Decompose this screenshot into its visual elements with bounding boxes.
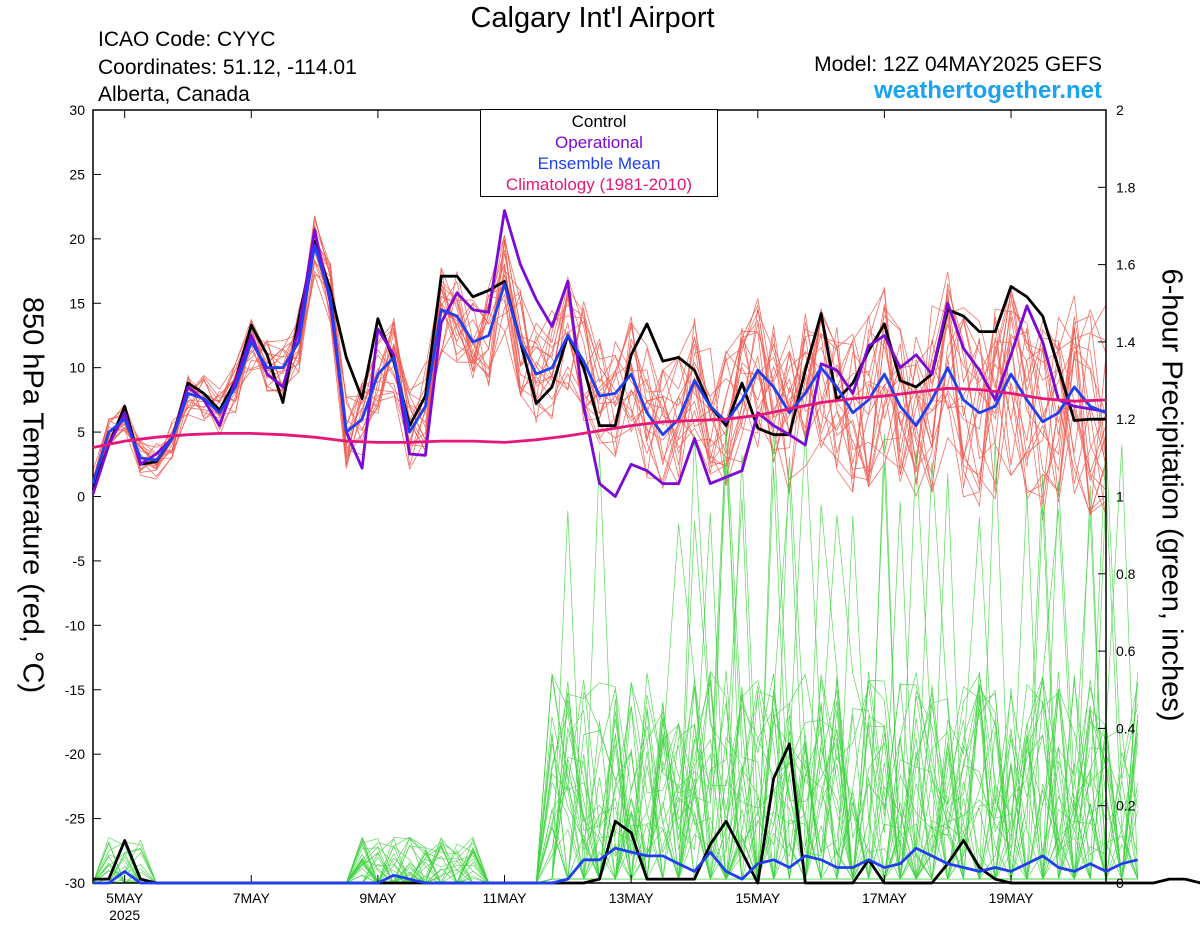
- y-tick-label: 15: [69, 295, 85, 311]
- y2-tick-label: 0.2: [1116, 798, 1136, 814]
- y-tick-label: 5: [77, 424, 85, 440]
- legend-operational: Operational: [555, 133, 643, 152]
- precip-member-line: [93, 429, 1139, 884]
- y2-tick-label: 0.6: [1116, 643, 1136, 659]
- legend-ensemble-mean: Ensemble Mean: [537, 154, 661, 173]
- x-tick-label: 19MAY: [989, 890, 1035, 906]
- temp-member-line: [92, 225, 1107, 508]
- y-axis-label-right: 6-hour Precipitation (green, inches): [1155, 268, 1188, 722]
- site-link[interactable]: weathertogether.net: [873, 77, 1102, 104]
- coordinates: Coordinates: 51.12, -114.01: [98, 56, 357, 79]
- y-tick-label: 25: [69, 166, 85, 182]
- precip-member-line: [92, 455, 1138, 884]
- precip-member-line: [93, 450, 1139, 884]
- y2-tick-label: 2: [1116, 102, 1124, 118]
- x-tick-sublabel: 2025: [109, 907, 140, 923]
- y-tick-label: -20: [65, 746, 85, 762]
- ensemble-mean-precip-line: [93, 846, 1139, 885]
- plot-frame: [92, 109, 1107, 884]
- y-tick-label: 30: [69, 102, 85, 118]
- x-tick-label: 7MAY: [233, 890, 271, 906]
- x-tick-label: 13MAY: [609, 890, 655, 906]
- y-tick-label: 0: [77, 489, 85, 505]
- y2-tick-label: 0.4: [1116, 720, 1136, 736]
- y-tick-label: 10: [69, 360, 85, 376]
- legend-climatology: Climatology (1981-2010): [505, 175, 693, 194]
- y-tick-label: -10: [65, 617, 85, 633]
- y-axis-label-left: 850 hPa Temperature (red, °C): [16, 296, 49, 694]
- model-run: Model: 12Z 04MAY2025 GEFS: [814, 53, 1102, 76]
- y2-tick-label: 1.8: [1116, 179, 1136, 195]
- y-tick-label: 20: [69, 231, 85, 247]
- x-tick-label: 9MAY: [359, 890, 397, 906]
- x-tick-label: 5MAY: [106, 890, 144, 906]
- precip-member-line: [92, 451, 1139, 884]
- temp-member-line: [92, 219, 1107, 491]
- x-tick-label: 15MAY: [735, 890, 781, 906]
- y-tick-label: -5: [73, 553, 86, 569]
- region: Alberta, Canada: [98, 83, 250, 106]
- climatology-temp-line: [92, 386, 1107, 449]
- temp-member-line: [92, 225, 1107, 498]
- y2-tick-label: 1: [1116, 489, 1124, 505]
- x-tick-label: 11MAY: [483, 890, 527, 906]
- y-tick-label: -25: [65, 811, 85, 827]
- x-tick-label: 17MAY: [862, 890, 908, 906]
- y-tick-label: -30: [65, 875, 85, 891]
- y2-tick-label: 1.2: [1116, 411, 1136, 427]
- chart-title: Calgary Int'l Airport: [470, 2, 715, 34]
- precip-member-line: [92, 456, 1138, 884]
- y2-tick-label: 1.4: [1116, 334, 1136, 350]
- legend-control: Control: [571, 112, 627, 131]
- y2-tick-label: 1.6: [1116, 257, 1136, 273]
- legend: Control Operational Ensemble Mean Climat…: [480, 109, 718, 197]
- icao-code: ICAO Code: CYYC: [98, 28, 276, 51]
- y2-tick-label: 0.8: [1116, 566, 1136, 582]
- y-tick-label: -15: [65, 682, 85, 698]
- temp-member-line: [92, 264, 1107, 502]
